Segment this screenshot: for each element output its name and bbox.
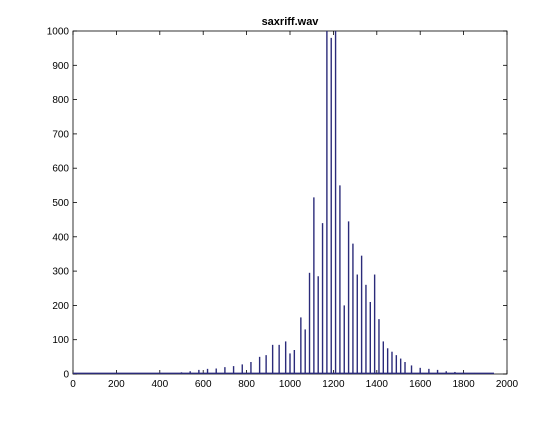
x-tick-label: 200 [108,379,125,390]
x-tick-label: 1200 [322,379,345,390]
y-tick-label: 200 [52,301,69,312]
y-tick-label: 1000 [47,27,70,38]
x-tick-label: 1600 [409,379,432,390]
x-tick-label: 2000 [496,379,519,390]
x-tick-label: 400 [151,379,168,390]
y-axis: 0 100 200 300 400 500 600 700 800 900 1000 [47,27,507,381]
x-tick-label: 0 [70,379,76,390]
y-tick-label: 800 [52,95,69,106]
chart-title: saxriff.wav [262,16,320,28]
x-tick-label: 800 [238,379,255,390]
plot-area [72,30,508,375]
y-tick-label: 400 [52,232,69,243]
x-tick-label: 600 [195,379,212,390]
y-tick-label: 900 [52,61,69,72]
series-layer [73,31,495,374]
y-tick-label: 700 [52,129,69,140]
x-tick-label: 1800 [452,379,475,390]
y-tick-label: 600 [52,164,69,175]
y-tick-label: 100 [52,335,69,346]
y-tick-label: 0 [63,370,69,381]
x-tick-label: 1000 [279,379,302,390]
x-tick-label: 1400 [366,379,389,390]
y-tick-label: 300 [52,267,69,278]
y-tick-label: 500 [52,198,69,209]
